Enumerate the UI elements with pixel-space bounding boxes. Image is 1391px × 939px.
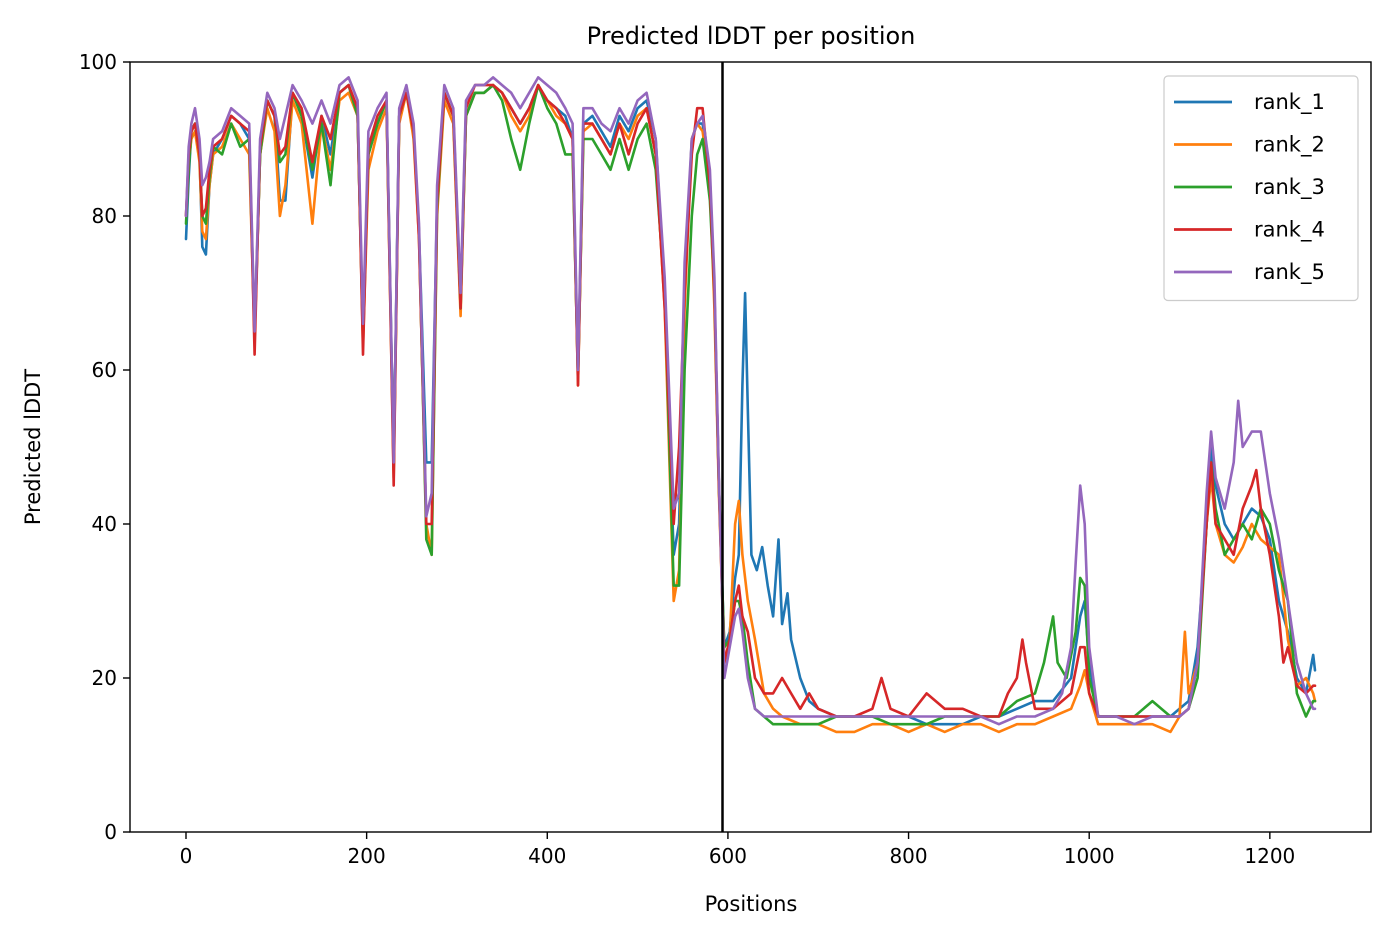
x-tick-label: 600 [709,844,747,868]
legend-label: rank_5 [1254,260,1325,285]
chart-title: Predicted lDDT per position [587,22,916,50]
x-axis-label: Positions [705,892,798,916]
x-tick-label: 800 [889,844,927,868]
legend-box [1163,75,1359,302]
y-tick-label: 0 [104,820,117,844]
x-tick-label: 0 [180,844,193,868]
legend-label: rank_4 [1254,218,1325,243]
series-layer [184,76,1317,734]
plot-frame [129,61,1372,833]
x-tick-label: 200 [348,844,386,868]
legend-label: rank_3 [1254,175,1325,200]
y-axis-ticks: 0 20 40 60 80 100 [79,50,130,844]
legend: rank_1 rank_2 rank_3 rank_4 rank_5 [1163,75,1359,302]
y-tick-label: 60 [92,358,117,382]
x-tick-label: 400 [528,844,566,868]
y-axis-label: Predicted lDDT [21,369,45,525]
series-line-rank-5 [184,76,1317,726]
x-tick-label: 1000 [1064,844,1115,868]
y-tick-label: 40 [92,512,117,536]
legend-label: rank_2 [1254,133,1325,158]
y-tick-label: 100 [79,50,117,74]
legend-label: rank_1 [1254,90,1325,115]
x-tick-label: 1200 [1244,844,1295,868]
y-tick-label: 80 [92,204,117,228]
y-tick-label: 20 [92,666,117,690]
x-axis-ticks: 0 200 400 600 800 1000 1200 [180,832,1295,868]
